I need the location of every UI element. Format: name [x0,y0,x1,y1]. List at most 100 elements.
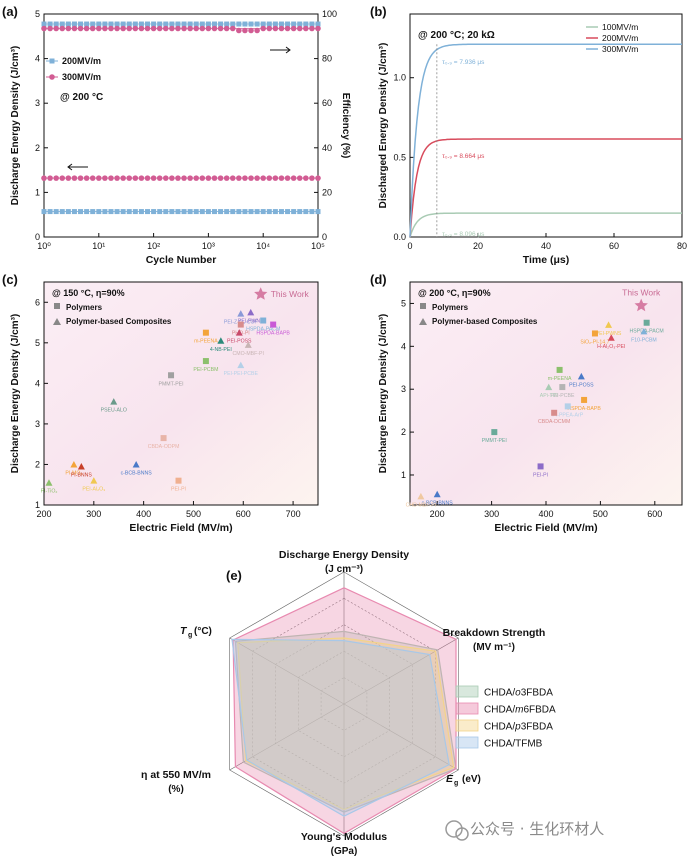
data-point-a [266,209,272,215]
y2-tick-label-a: 100 [322,9,337,19]
data-point-c [217,337,225,344]
tau-label-b: τ₀.₉ = 8.096 μs [442,231,485,238]
x-tick-label-a: 10¹ [92,241,105,251]
data-point-a [309,175,315,181]
x-tick-label-a: 10⁵ [311,241,325,251]
data-point-a [77,175,84,181]
x-tick-label-b: 60 [609,241,619,251]
data-point-a [193,209,199,215]
data-point-a [229,175,236,181]
legend-entry-rest: TFMB [515,739,543,750]
x-tick-label-b: 20 [473,241,483,251]
data-point-a [260,25,267,32]
data-label-d: PEI-PCBE [550,393,575,399]
data-point-a [230,21,236,27]
data-point-a [96,209,102,215]
data-label-d: c-BCB-BNNS [422,500,454,506]
data-point-c [270,321,277,328]
data-label-c: PEI-PWNS [238,318,264,324]
data-point-a [41,209,47,215]
x-axis-label-d: Electric Field (MV/m) [494,522,597,534]
star-label-d: This Work [622,288,661,298]
plot-frame-c [43,281,319,506]
data-point-a [169,175,175,181]
data-point-a [266,25,273,32]
data-point-a [217,25,224,32]
data-point-d [556,366,563,373]
data-point-a [144,175,151,181]
data-point-a [248,27,254,34]
y2-axis-label-a: Efficiency (%) [340,93,351,159]
data-label-c: CMO-MBF-PI [233,351,264,357]
legend-entry-prefix: CHDA/ [484,739,515,750]
legend-entry-italic: p [514,722,521,733]
y-tick-label-a: 2 [35,143,40,153]
data-point-a [248,21,254,27]
data-point-a [199,209,205,215]
data-point-a [230,209,236,215]
data-point-a [205,175,212,181]
data-point-a [47,175,53,181]
data-label-c: PEI-PEI-PCBE [224,371,259,377]
data-point-a [71,175,78,181]
legend-marker-c [54,303,60,309]
data-point-a [193,25,200,32]
legend-marker-c [53,318,61,325]
data-point-a [144,25,151,32]
data-point-a [65,25,72,32]
data-point-a [47,25,53,32]
data-point-a [114,175,120,181]
x-tick-label-a: 10² [147,241,160,251]
legend-entry-prefix: CHDA/ [484,705,515,716]
data-label-c: PSEU-ALO [101,408,127,414]
data-label-d: SiO₂-PI-14.7 [580,339,609,345]
data-point-a [205,209,211,215]
data-label-d: PEI-PI [533,472,548,478]
panel-label-e: (e) [226,568,242,583]
data-point-a [254,27,260,34]
y-tick-label-b: 0.5 [393,152,406,162]
data-point-a [278,21,284,27]
data-point-c [132,460,140,468]
data-point-c [237,310,245,317]
data-point-a [303,209,309,215]
plot-frame-b [409,13,683,238]
watermark-text: 公众号 · 生化环材人 [470,820,605,838]
data-label-d: F10-PCBM [631,337,657,343]
data-point-c [110,398,118,405]
y2-tick-label-a: 60 [322,98,332,108]
data-point-a [187,175,193,181]
radar-axis-unit: (°C) [194,626,212,637]
data-point-a [181,21,187,27]
data-point-a [108,209,114,215]
legend-entry-e: CHDA/TFMB [484,739,543,750]
data-label-c: PEI-Al₂O₃ [82,487,105,493]
data-point-d [577,372,585,380]
annotation-a: @ 200 °C [60,92,103,103]
legend-entry-d: Polymer-based Composites [432,317,538,326]
star-marker-d [634,298,648,312]
data-point-a [285,209,291,215]
legend-marker-a [49,74,55,80]
data-point-a [181,175,187,181]
data-point-a [150,25,157,32]
data-point-a [236,175,242,181]
data-point-d [417,492,425,500]
arrow-right-icon [270,46,291,54]
data-point-a [260,209,266,215]
data-point-d [640,327,648,335]
data-point-a [169,25,175,32]
radar-axis-subscript: g [188,632,192,639]
data-point-c [235,329,243,336]
panel-label-b: (b) [370,4,387,19]
data-point-a [315,25,321,32]
data-point-a [297,209,303,215]
data-point-a [108,25,114,32]
radar-axis-unit: (%) [168,784,184,795]
x-tick-label-a: 10³ [202,241,215,251]
data-point-a [229,25,236,32]
x-tick-label-d: 500 [593,509,608,519]
data-point-a [242,209,248,215]
x-tick-label-c: 300 [86,509,101,519]
x-tick-label-a: 10⁰ [37,241,51,251]
